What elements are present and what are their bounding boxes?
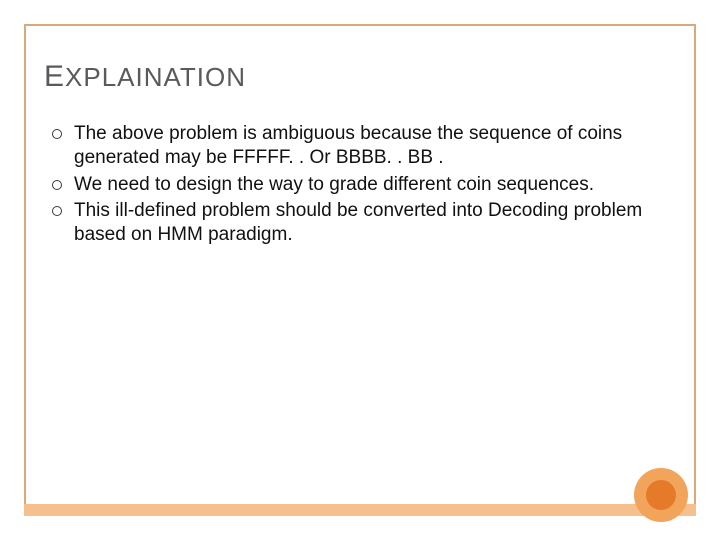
bullet-text: This ill-defined problem should be conve…	[74, 199, 656, 248]
title-rest: XPLAINATION	[65, 62, 246, 92]
bullet-list: The above problem is ambiguous because t…	[52, 122, 656, 250]
bullet-icon	[52, 129, 62, 139]
bullet-icon	[52, 206, 62, 216]
list-item: The above problem is ambiguous because t…	[52, 122, 656, 171]
frame-border-bottom	[24, 504, 696, 516]
list-item: This ill-defined problem should be conve…	[52, 199, 656, 248]
title-initial-cap: E	[44, 60, 65, 93]
frame-border-right	[694, 24, 696, 516]
bullet-icon	[52, 180, 62, 190]
bullet-text: We need to design the way to grade diffe…	[74, 173, 594, 197]
slide-frame: EXPLAINATION The above problem is ambigu…	[24, 24, 696, 516]
frame-border-left	[24, 24, 26, 516]
slide-title: EXPLAINATION	[44, 60, 246, 94]
decor-circle-inner	[646, 480, 676, 510]
list-item: We need to design the way to grade diffe…	[52, 173, 656, 197]
frame-border-top	[24, 24, 696, 26]
bullet-text: The above problem is ambiguous because t…	[74, 122, 656, 171]
